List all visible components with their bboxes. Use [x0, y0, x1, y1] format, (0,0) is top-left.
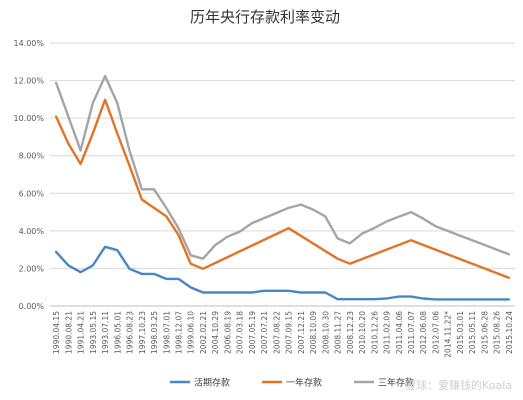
y-tick-label: 2.00% — [19, 264, 45, 273]
legend-label: 活期存款 — [194, 377, 230, 389]
y-tick-label: 10.00% — [13, 114, 44, 123]
x-tick-label: 2014.11.22* — [444, 311, 453, 358]
x-tick-label: 2010.10.20 — [358, 311, 367, 354]
x-tick-label: 2012.06.08 — [419, 311, 428, 354]
x-tick-label: 2007.12.21 — [297, 311, 306, 354]
x-tick-label: 2015.10.24 — [505, 311, 514, 354]
x-tick-label: 2011.02.09 — [383, 311, 392, 354]
x-tick-label: 2010.12.26 — [370, 311, 379, 354]
x-tick-label: 2015.08.26 — [493, 311, 502, 354]
x-tick-label: 2015.03.01 — [456, 311, 465, 354]
x-tick-label: 2008.11.27 — [334, 311, 343, 354]
x-tick-label: 1997.10.23 — [138, 311, 147, 354]
x-tick-label: 1996.08.23 — [126, 311, 135, 354]
series-line-1 — [54, 245, 511, 301]
y-tick-label: 0.00% — [19, 302, 45, 311]
series-line-3 — [54, 74, 511, 260]
legend-label: 一年存款 — [286, 377, 322, 389]
chart-title: 历年央行存款利率变动 — [190, 8, 340, 26]
x-axis-ticks: 1990.04.15 1990.08.21 1991.04.21 1993.05.15… — [52, 311, 514, 358]
y-tick-label: 8.00% — [19, 152, 45, 161]
x-tick-label: 1991.04.21 — [77, 311, 86, 354]
x-tick-label: 2007.05.19 — [248, 311, 257, 354]
x-tick-label: 2008.10.09 — [309, 311, 318, 354]
watermark: 雪球：爱赚钱的Koala — [405, 378, 512, 392]
x-tick-label: 2011.04.06 — [395, 311, 404, 354]
y-tick-label: 4.00% — [19, 227, 45, 236]
y-tick-label: 6.00% — [19, 189, 45, 198]
x-tick-label: 1996.05.01 — [113, 311, 122, 354]
legend: 活期存款 一年存款 三年存款 — [170, 377, 414, 389]
x-tick-label: 1990.08.21 — [64, 311, 73, 354]
x-tick-label: 2007.03.18 — [236, 311, 245, 354]
legend-label: 三年存款 — [378, 377, 414, 389]
y-tick-label: 14.00% — [13, 39, 44, 48]
y-axis-ticks: 0.00% 2.00% 4.00% 6.00% 8.00% 10.00% 12.00% 14.… — [13, 39, 44, 311]
x-tick-label: 2008.12.23 — [346, 311, 355, 354]
x-tick-label: 1998.12.07 — [174, 311, 183, 354]
x-tick-label: 2012.07.06 — [431, 311, 440, 354]
x-tick-label: 1993.07.11 — [101, 311, 110, 354]
y-tick-label: 12.00% — [13, 77, 44, 86]
x-tick-label: 2015.06.28 — [480, 311, 489, 354]
x-tick-label: 2011.07.07 — [407, 311, 416, 354]
series-line-2 — [54, 98, 511, 279]
x-tick-label: 2007.07.21 — [260, 311, 269, 354]
x-tick-label: 1998.03.25 — [150, 311, 159, 354]
x-tick-label: 2004.10.29 — [211, 311, 220, 354]
x-tick-label: 1993.05.15 — [89, 311, 98, 354]
x-tick-label: 2002.02.21 — [199, 311, 208, 354]
series-lines — [54, 74, 511, 301]
x-tick-label: 1999.06.10 — [187, 311, 196, 354]
x-tick-label: 2006.08.19 — [223, 311, 232, 354]
x-tick-label: 1998.07.01 — [162, 311, 171, 354]
x-tick-label: 2007.08.22 — [272, 311, 281, 354]
x-tick-label: 2008.10.30 — [321, 311, 330, 354]
x-tick-label: 2007.09.15 — [285, 311, 294, 354]
x-tick-label: 2015.05.11 — [468, 311, 477, 354]
x-tick-label: 1990.04.15 — [52, 311, 61, 354]
gridlines — [50, 42, 515, 307]
